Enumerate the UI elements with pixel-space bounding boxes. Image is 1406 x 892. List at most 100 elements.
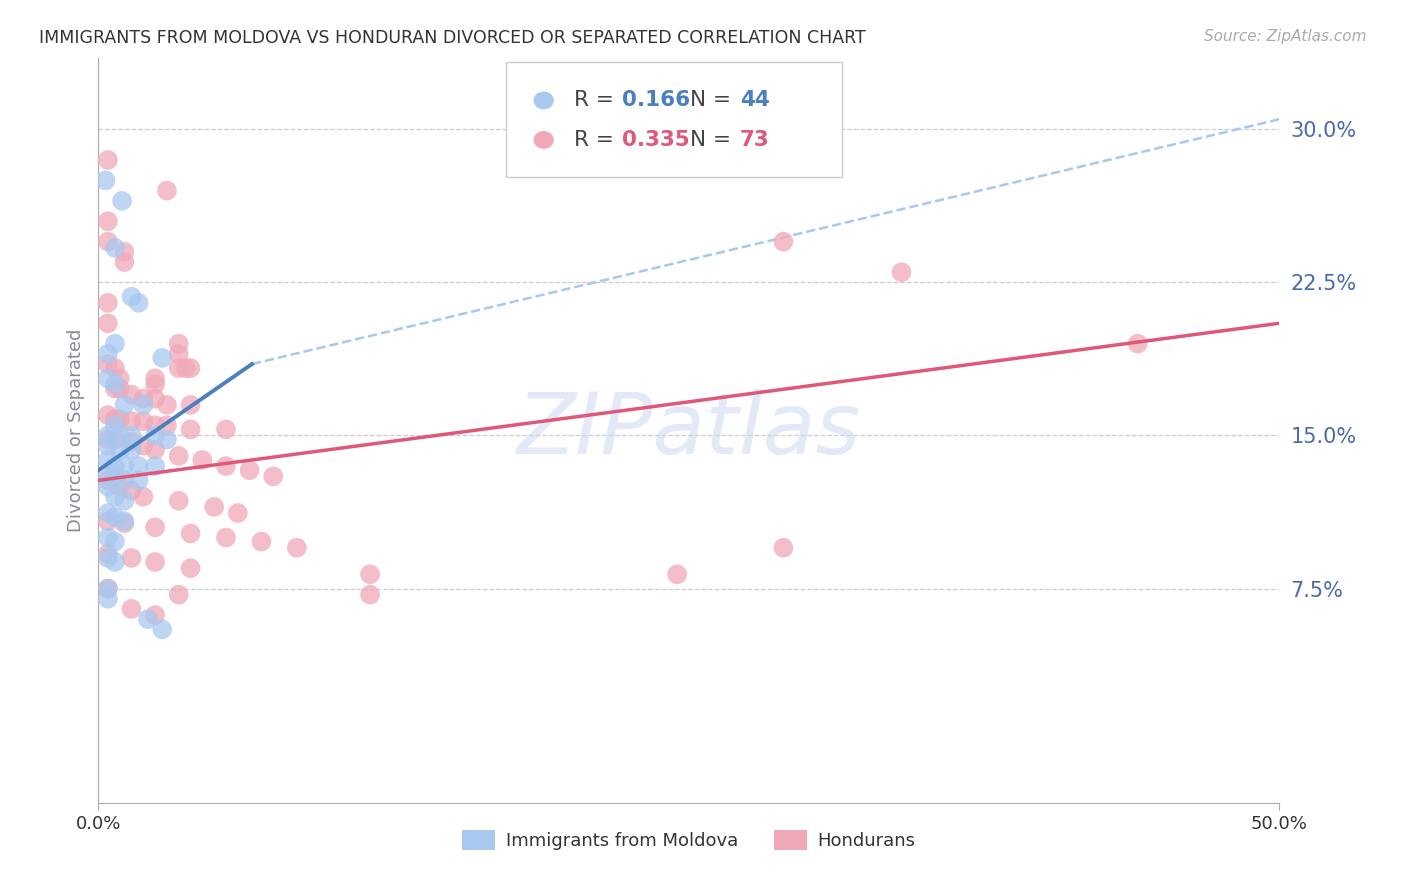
Point: [97, 428, 120, 442]
Point: [143, 392, 166, 406]
Point: [143, 442, 166, 457]
Text: 73: 73: [740, 130, 769, 150]
Point: [215, 531, 238, 545]
Point: [104, 336, 127, 351]
Point: [1126, 336, 1149, 351]
Point: [97, 550, 120, 565]
Point: [104, 433, 127, 447]
Point: [359, 567, 381, 582]
Point: [150, 351, 173, 365]
Point: [97, 371, 120, 385]
Point: [112, 459, 135, 474]
Point: [150, 623, 173, 637]
Point: [97, 439, 120, 453]
Point: [97, 433, 120, 447]
Point: [108, 382, 131, 396]
Point: [112, 514, 135, 528]
Point: [132, 439, 155, 453]
Point: [359, 588, 381, 602]
Point: [239, 463, 262, 477]
Point: [132, 398, 155, 412]
Ellipse shape: [534, 132, 553, 148]
Point: [132, 414, 155, 428]
Point: [112, 255, 135, 269]
Point: [97, 506, 120, 520]
Point: [97, 591, 120, 606]
Point: [104, 382, 127, 396]
Point: [97, 531, 120, 545]
Y-axis label: Divorced or Separated: Divorced or Separated: [66, 329, 84, 532]
Point: [666, 567, 689, 582]
Ellipse shape: [534, 92, 553, 109]
Point: [112, 493, 135, 508]
Point: [128, 296, 150, 310]
Point: [121, 442, 143, 457]
Point: [97, 582, 120, 596]
Point: [94, 173, 117, 187]
Point: [104, 534, 127, 549]
Point: [97, 357, 120, 371]
Point: [215, 459, 238, 474]
Point: [97, 479, 120, 493]
Point: [97, 582, 120, 596]
Point: [121, 483, 143, 498]
Point: [136, 612, 159, 626]
Point: [111, 194, 134, 208]
Point: [121, 602, 143, 616]
Text: 44: 44: [740, 90, 769, 111]
Point: [108, 412, 131, 426]
Point: [97, 453, 120, 467]
Point: [215, 422, 238, 436]
Point: [112, 516, 135, 531]
Point: [104, 490, 127, 504]
Point: [890, 265, 912, 279]
Point: [156, 433, 179, 447]
Point: [143, 371, 166, 385]
Point: [121, 434, 143, 449]
Text: R =: R =: [575, 130, 621, 150]
Point: [104, 361, 127, 376]
Point: [104, 241, 127, 255]
Point: [180, 361, 202, 376]
Point: [143, 608, 166, 623]
Text: N =: N =: [690, 90, 738, 111]
Point: [128, 474, 150, 488]
Point: [167, 493, 190, 508]
Point: [143, 555, 166, 569]
Legend: Immigrants from Moldova, Hondurans: Immigrants from Moldova, Hondurans: [456, 822, 922, 857]
Text: R =: R =: [575, 90, 621, 111]
Point: [104, 377, 127, 392]
Point: [285, 541, 308, 555]
Point: [104, 469, 127, 483]
Point: [156, 398, 179, 412]
Text: ZIPatlas: ZIPatlas: [517, 389, 860, 472]
Text: N =: N =: [690, 130, 738, 150]
Point: [174, 361, 197, 376]
Point: [104, 459, 127, 474]
Point: [156, 418, 179, 433]
Point: [772, 235, 794, 249]
Point: [167, 449, 190, 463]
Point: [226, 506, 249, 520]
Point: [121, 387, 143, 401]
Point: [104, 510, 127, 524]
Point: [104, 555, 127, 569]
Point: [97, 408, 120, 422]
Point: [128, 459, 150, 474]
Point: [191, 453, 214, 467]
Point: [97, 469, 120, 483]
Point: [97, 514, 120, 528]
Point: [108, 442, 131, 457]
Point: [143, 377, 166, 392]
Point: [121, 550, 143, 565]
Point: [167, 347, 190, 361]
Text: IMMIGRANTS FROM MOLDOVA VS HONDURAN DIVORCED OR SEPARATED CORRELATION CHART: IMMIGRANTS FROM MOLDOVA VS HONDURAN DIVO…: [39, 29, 866, 46]
Point: [104, 412, 127, 426]
Point: [262, 469, 284, 483]
Point: [180, 561, 202, 575]
Point: [112, 474, 135, 488]
Point: [97, 547, 120, 561]
Point: [772, 541, 794, 555]
Point: [202, 500, 225, 514]
Point: [97, 296, 120, 310]
